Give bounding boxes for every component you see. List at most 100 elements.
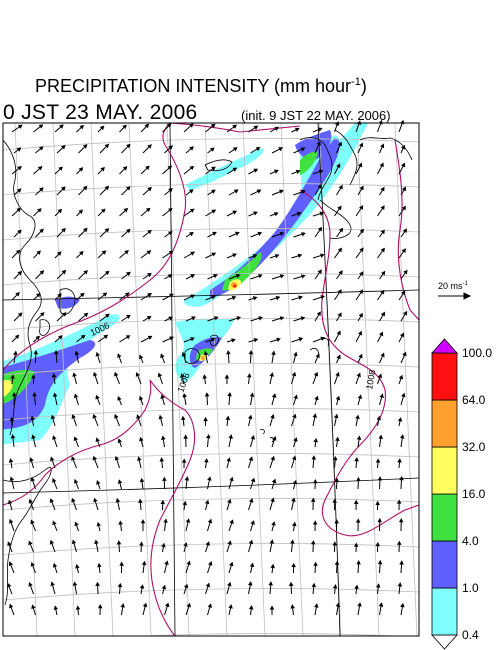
wind-vector-head — [166, 123, 172, 128]
wind-vector-head — [163, 518, 168, 523]
wind-vector-head — [102, 292, 108, 297]
wind-vector-head — [52, 562, 58, 568]
wind-vector-head — [235, 273, 241, 279]
wind-vector-head — [288, 581, 294, 587]
wind-vector-head — [256, 189, 262, 194]
wind-vector-head — [16, 207, 22, 213]
wind-vector-head — [7, 582, 12, 588]
wind-vector-head — [292, 413, 297, 419]
wind-vector-head — [375, 541, 381, 547]
wind-vector-head — [157, 372, 163, 378]
wind-vector-head — [36, 250, 41, 255]
wind-vector-head — [380, 311, 386, 317]
colorbar-tick-label: 64.0 — [462, 393, 486, 407]
wind-vector-head — [399, 475, 404, 481]
wind-vector-head — [103, 334, 109, 340]
wind-vector-head — [139, 541, 144, 546]
wind-vector-head — [167, 165, 173, 170]
wind-vector-head — [182, 500, 188, 506]
wind-vector-head — [358, 353, 363, 359]
wind-vector-head — [146, 316, 152, 321]
wind-vector-head — [250, 477, 256, 483]
wind-vector-head — [82, 185, 88, 191]
wind-vector-head — [190, 274, 196, 279]
wind-vector-head — [126, 143, 131, 149]
wind-vector-head — [7, 541, 12, 546]
wind-vector-head — [248, 605, 254, 610]
wind-vector-head — [228, 604, 233, 609]
wind-vector-head — [35, 335, 41, 341]
wind-vector-head — [31, 604, 36, 610]
wind-vector-head — [17, 270, 23, 276]
wind-vector-head — [126, 314, 131, 319]
wind-vector-head — [359, 247, 364, 253]
wind-vector-head — [359, 228, 364, 234]
wind-vector-head — [104, 313, 110, 318]
wind-vector-head — [272, 435, 277, 441]
wind-vector-head — [380, 352, 385, 358]
wind-vector-head — [301, 189, 306, 195]
wind-vector-head — [144, 123, 150, 129]
wind-vector-head — [336, 163, 341, 169]
grid-line — [3, 228, 419, 241]
coastline — [3, 129, 413, 606]
grid-line — [90, 123, 114, 636]
wind-vector-head — [17, 229, 22, 235]
wind-vector-head — [190, 337, 195, 342]
wind-vector-head — [189, 208, 195, 213]
wind-vector-head — [293, 351, 298, 357]
wind-vector-head — [293, 394, 298, 400]
wind-vector-head — [39, 312, 45, 317]
colorbar — [431, 338, 458, 650]
wind-vector-head — [92, 413, 97, 419]
latitude-line — [3, 477, 419, 494]
wind-vector-head — [74, 350, 80, 356]
wind-vector-head — [213, 274, 218, 279]
wind-vector-head — [278, 147, 284, 152]
wind-vector-head — [203, 350, 209, 356]
wind-vector-head — [186, 560, 191, 566]
wind-vector-head — [59, 124, 64, 129]
wind-vector-head — [168, 250, 174, 255]
wind-vector-head — [316, 311, 321, 317]
wind-vector-head — [139, 436, 144, 442]
wind-vector-head — [401, 186, 407, 192]
wind-vector-head — [214, 316, 219, 321]
wind-vector-head — [75, 605, 81, 610]
wind-vector-head — [61, 186, 66, 191]
wind-vector-head — [249, 392, 255, 397]
wind-vector-head — [72, 372, 77, 377]
colorbar-tick-label: 100.0 — [462, 346, 493, 360]
wind-vector-head — [124, 250, 129, 255]
wind-vector-head — [185, 518, 191, 523]
wind-vector-head — [359, 205, 364, 210]
wind-vector-head — [168, 145, 173, 150]
wind-vector-head — [294, 127, 300, 132]
wind-vector-head — [168, 207, 173, 213]
wind-vector-head — [353, 499, 359, 505]
wind-vector-head — [313, 437, 318, 443]
grid-line — [3, 543, 419, 556]
wind-vector-head — [335, 371, 340, 377]
wind-vector-head — [117, 479, 123, 484]
wind-vector-head — [314, 603, 319, 608]
wind-vector-head — [270, 497, 275, 503]
wind-vector-head — [202, 374, 208, 379]
wind-vector-head — [225, 415, 231, 421]
wind-vector-head — [356, 372, 361, 378]
wind-vector-head — [124, 292, 130, 297]
wind-vector-head — [169, 293, 174, 298]
grid-line — [3, 408, 419, 421]
wind-vector-head — [190, 294, 196, 299]
wind-vector-head — [236, 316, 242, 321]
wind-vector-head — [167, 274, 173, 279]
wind-vector-head — [253, 338, 259, 343]
wind-vector-head — [337, 289, 342, 294]
wind-vector-head — [379, 393, 384, 399]
wind-vector-head — [100, 166, 105, 172]
wind-vector-head — [248, 456, 254, 462]
wind-vector-head — [312, 520, 318, 525]
wind-vector-head — [180, 373, 185, 378]
wind-vector-head — [101, 250, 107, 255]
wind-vector-head — [232, 167, 238, 172]
